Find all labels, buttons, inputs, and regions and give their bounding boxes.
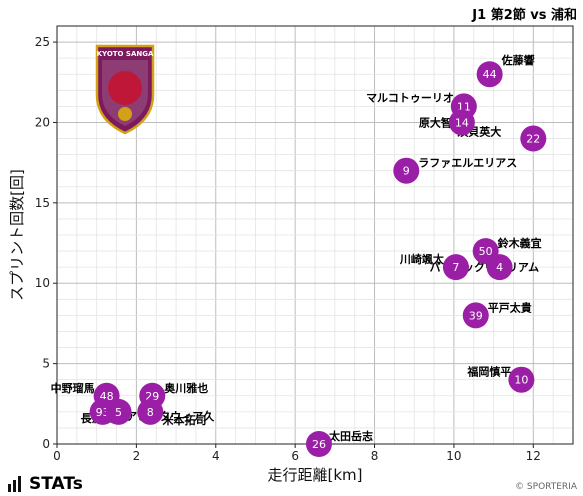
axes: 0 2 4 6 8 10 12 0 5 10 15 20 25 bbox=[35, 25, 574, 463]
player-name-label: 原大智 bbox=[419, 115, 452, 129]
player-point bbox=[508, 366, 535, 393]
player-point bbox=[486, 254, 513, 281]
player-name-label: 奥川雅也 bbox=[163, 381, 208, 395]
x-tick-label: 0 bbox=[53, 449, 61, 463]
player-name-label: 太田岳志 bbox=[328, 429, 373, 443]
stats-brand: STATs bbox=[29, 474, 83, 494]
player-number-label: 50 bbox=[479, 245, 493, 258]
player-point bbox=[520, 125, 547, 152]
kyoto-sanga-crest: KYOTO SANGA bbox=[95, 44, 155, 135]
player-number-label: 7 bbox=[452, 261, 459, 274]
player-number-label: 9 bbox=[403, 165, 410, 178]
y-tick-label: 15 bbox=[35, 196, 50, 210]
copyright-credit: © SPORTERIA bbox=[515, 482, 577, 492]
player-name-label: 佐藤響 bbox=[501, 53, 535, 67]
player-point bbox=[105, 398, 132, 425]
player-number-label: 10 bbox=[514, 374, 528, 387]
player-name-label: 中野瑠馬 bbox=[51, 381, 95, 395]
x-tick-label: 6 bbox=[291, 449, 299, 463]
player-point bbox=[462, 302, 489, 329]
y-axis-label: スプリント回数[回] bbox=[8, 169, 26, 301]
player-point bbox=[448, 109, 475, 136]
axis-titles: 走行距離[km] スプリント回数[回] bbox=[8, 169, 363, 484]
player-name-label: 福岡慎平 bbox=[466, 365, 511, 379]
y-tick-label: 10 bbox=[35, 276, 50, 290]
player-number-label: 14 bbox=[455, 116, 469, 129]
x-tick-label: 12 bbox=[526, 449, 541, 463]
player-number-label: 26 bbox=[312, 438, 326, 451]
x-axis-label: 走行距離[km] bbox=[267, 466, 362, 484]
stats-bars-icon bbox=[8, 476, 23, 492]
player-number-label: 44 bbox=[483, 68, 497, 81]
player-number-label: 4 bbox=[496, 261, 503, 274]
x-tick-label: 4 bbox=[212, 449, 220, 463]
player-point bbox=[476, 61, 503, 88]
x-tick-label: 10 bbox=[446, 449, 461, 463]
player-name-label: 鈴木義宜 bbox=[498, 236, 542, 250]
stats-logo: STATs bbox=[8, 474, 83, 494]
crest-lettering: KYOTO SANGA bbox=[97, 50, 154, 58]
player-number-label: 39 bbox=[469, 309, 483, 322]
y-tick-label: 0 bbox=[42, 437, 50, 451]
x-tick-label: 2 bbox=[133, 449, 141, 463]
player-number-label: 5 bbox=[115, 406, 122, 419]
player-name-label: ラファエルエリアス bbox=[418, 157, 517, 170]
player-number-label: 22 bbox=[526, 133, 540, 146]
player-name-label: 平戸太貴 bbox=[488, 300, 532, 314]
player-point bbox=[305, 431, 332, 457]
y-tick-label: 20 bbox=[35, 115, 50, 129]
player-point bbox=[393, 157, 420, 184]
player-name-label: 米本拓司 bbox=[162, 413, 207, 427]
match-title: J1 第2節 vs 浦和 bbox=[472, 8, 577, 23]
player-number-label: 8 bbox=[147, 406, 154, 419]
player-name-label: マルコトゥーリオ bbox=[366, 91, 454, 104]
player-point bbox=[442, 254, 469, 281]
x-tick-label: 8 bbox=[371, 449, 379, 463]
player-name-label: 川崎颯太 bbox=[399, 252, 445, 266]
player-point bbox=[137, 398, 164, 425]
y-tick-label: 5 bbox=[42, 357, 50, 371]
y-tick-label: 25 bbox=[35, 35, 50, 49]
